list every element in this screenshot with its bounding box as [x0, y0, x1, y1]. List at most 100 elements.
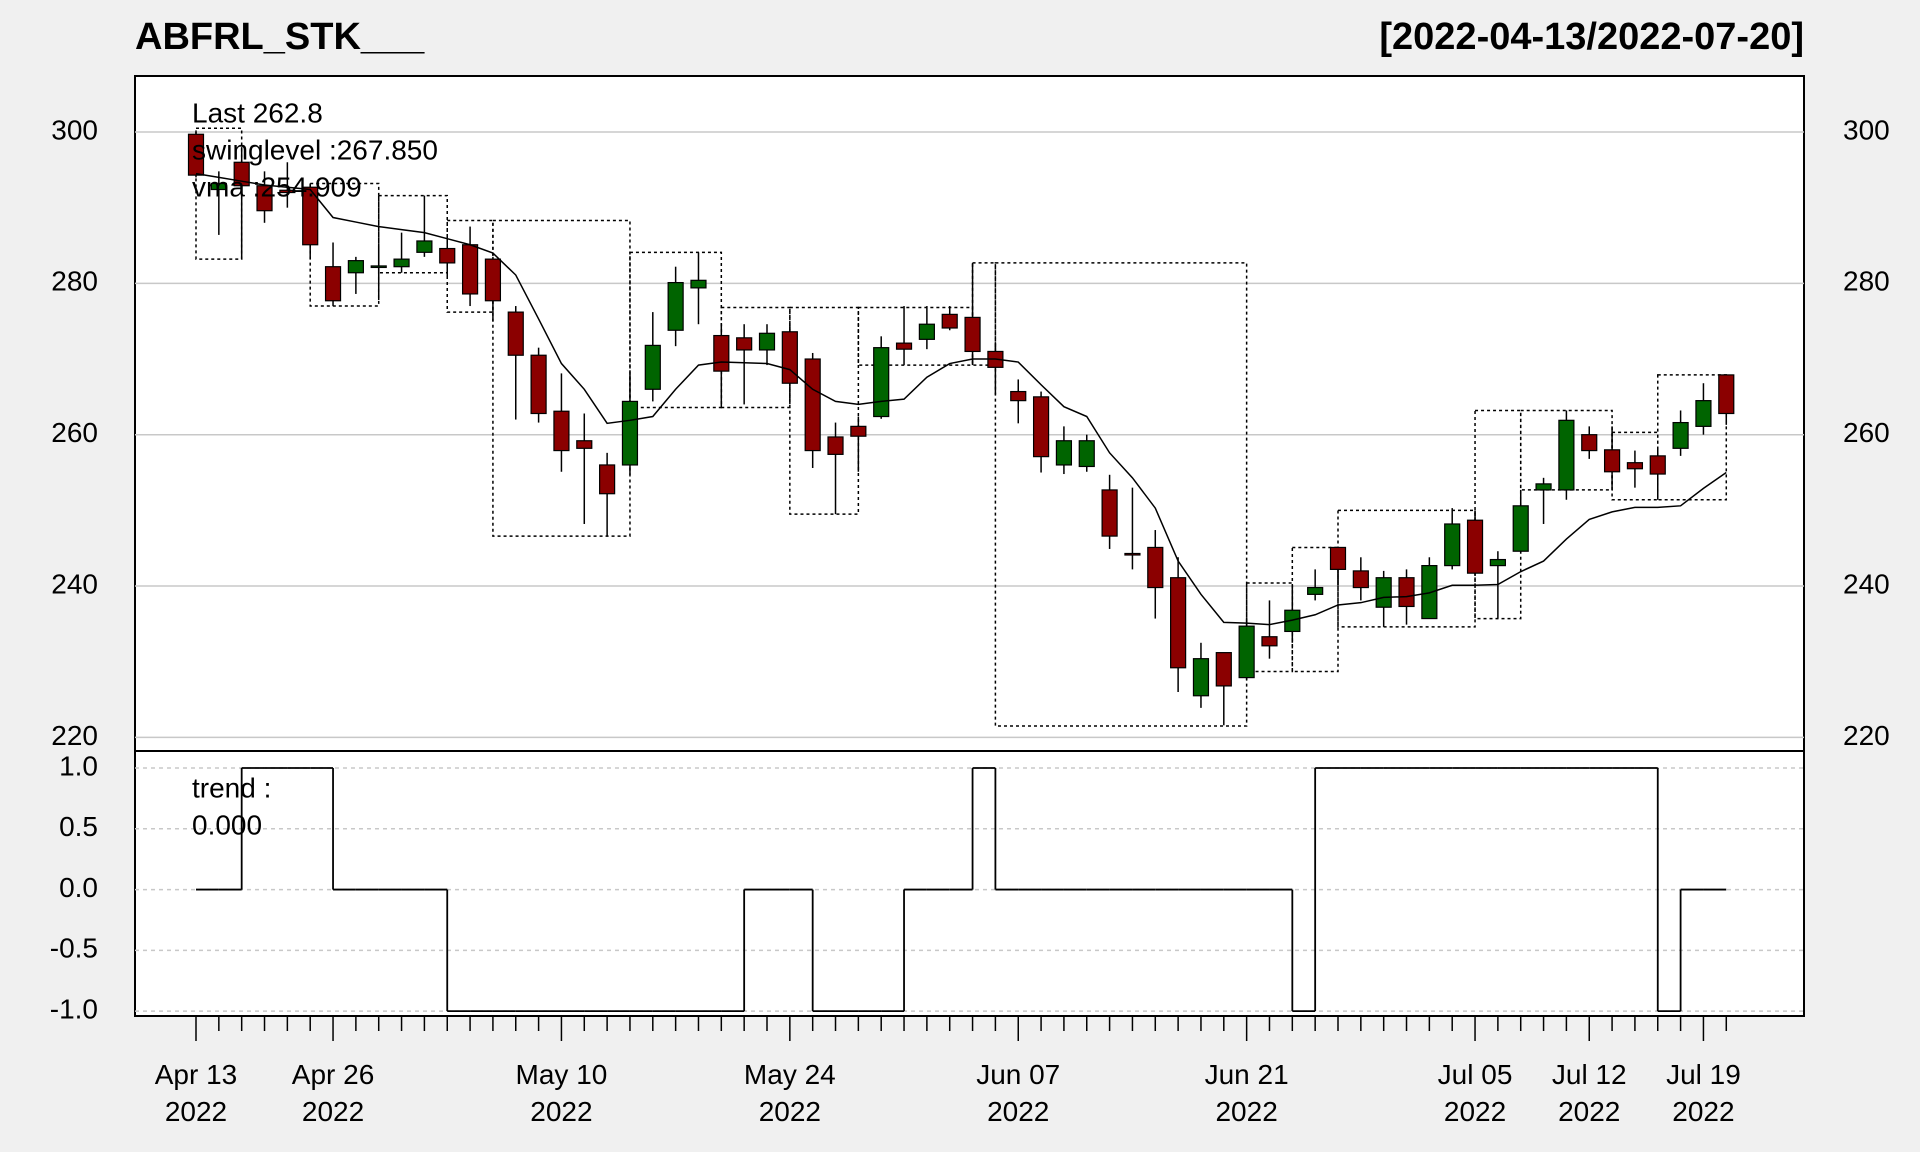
x-tick-label-line: 2022 [1672, 1096, 1734, 1127]
swing-box [1657, 374, 1728, 501]
x-tick-label-line: Jul 19 [1666, 1059, 1741, 1090]
candle-body [804, 358, 821, 452]
candle-body [621, 400, 639, 466]
vma-line [195, 172, 1727, 626]
y-tick-label: 280 [51, 266, 98, 297]
legend-text: Last 262.8 [192, 97, 323, 128]
candle-body [484, 258, 502, 302]
candle-body [439, 247, 456, 264]
x-tick-label-line: 2022 [1215, 1096, 1277, 1127]
x-tick-label: Jun 21 2022 [1205, 1059, 1289, 1127]
candle-body [599, 464, 616, 495]
candle-body [1558, 419, 1575, 491]
x-tick-label: Jul 19 2022 [1666, 1059, 1741, 1127]
candle-body [1032, 396, 1050, 458]
x-tick-label: Apr 13 2022 [155, 1059, 238, 1127]
candle-body [1398, 577, 1415, 608]
legend-text: vma :254.909 [192, 171, 362, 202]
candle-body [1535, 483, 1552, 491]
candle-body [1215, 652, 1232, 687]
candle-body [736, 337, 753, 351]
candle-body [1718, 374, 1735, 415]
candle-body [347, 260, 364, 274]
candle-body [370, 265, 387, 269]
x-tick-label-line: Jul 12 [1552, 1059, 1627, 1090]
candle-body [964, 316, 981, 353]
y-tick-label-right: 300 [1843, 114, 1890, 145]
candle-body [1307, 586, 1324, 595]
x-tick-label-line: Jul 05 [1438, 1059, 1513, 1090]
x-tick-label: May 10 2022 [516, 1059, 608, 1127]
candle-body [324, 266, 342, 302]
candle-body [302, 186, 319, 246]
candle-body [1466, 519, 1484, 574]
swing-box [1337, 509, 1476, 628]
price-panel [134, 75, 1805, 752]
y-tick-label-right: 280 [1843, 266, 1890, 297]
candle-body [1444, 523, 1461, 567]
x-tick-label-line: 2022 [302, 1096, 364, 1127]
candle-body [210, 182, 227, 191]
x-tick-label-line: 2022 [165, 1096, 227, 1127]
chart-title: ABFRL_STK___ [135, 16, 425, 58]
y-tick-label: -1.0 [50, 994, 98, 1025]
y-tick-label-right: 240 [1843, 568, 1890, 599]
swing-box [789, 306, 860, 515]
candle-body [553, 410, 570, 452]
candle-body [279, 189, 296, 194]
candle-body [1101, 489, 1118, 537]
candle-body [1626, 462, 1644, 470]
y-tick-label: 300 [51, 114, 98, 145]
legend-text: swinglevel :267.850 [192, 134, 438, 165]
candle-body [576, 440, 593, 449]
candle-body [393, 258, 410, 268]
candle-body [758, 332, 776, 351]
candle-body [187, 133, 205, 176]
x-tick-label-line: 2022 [987, 1096, 1049, 1127]
x-tick-label-line: Apr 13 [155, 1059, 238, 1090]
candle-body [1489, 558, 1506, 567]
x-tick-label-line: May 24 [744, 1059, 836, 1090]
candle-body [1581, 434, 1598, 452]
legend-text: 0.000 [192, 809, 262, 840]
y-tick-label: 1.0 [59, 750, 98, 781]
y-tick-label-right: 260 [1843, 417, 1890, 448]
candle-body [1352, 570, 1369, 589]
y-tick-label: 0.0 [59, 872, 98, 903]
candle-body [1603, 449, 1621, 473]
x-tick-label: Apr 26 2022 [292, 1059, 375, 1127]
candle-body [713, 334, 730, 372]
swing-box [857, 306, 974, 366]
candle-body [461, 244, 479, 295]
x-tick-label-line: Jun 07 [976, 1059, 1060, 1090]
candle-body [1055, 440, 1073, 466]
candle-body [416, 240, 433, 253]
x-tick-label-line: Jun 21 [1205, 1059, 1289, 1090]
y-tick-label: 260 [51, 417, 98, 448]
y-tick-label: 0.5 [59, 811, 98, 842]
candle-body [530, 354, 547, 415]
candle-body [1672, 421, 1689, 449]
candle-body [1124, 552, 1141, 556]
candle-body [667, 281, 684, 331]
candle-body [644, 344, 661, 390]
candle-body [1375, 577, 1392, 608]
y-tick-label: -0.5 [50, 933, 98, 964]
trend-panel [134, 750, 1805, 1017]
candle-body [690, 279, 707, 289]
x-tick-label-line: 2022 [759, 1096, 821, 1127]
candle-body [1170, 577, 1187, 669]
x-tick-label-line: Apr 26 [292, 1059, 375, 1090]
swing-box [377, 194, 448, 274]
candle-body [1649, 455, 1666, 475]
candle-body [895, 342, 913, 350]
candle-body [256, 185, 273, 212]
y-tick-label: 220 [51, 720, 98, 751]
candle-body [1078, 440, 1095, 468]
candle-body [1512, 505, 1529, 552]
candle-body [873, 347, 890, 418]
candle-body [1695, 400, 1712, 427]
candle-body [1147, 546, 1164, 589]
candle-body [507, 311, 524, 356]
